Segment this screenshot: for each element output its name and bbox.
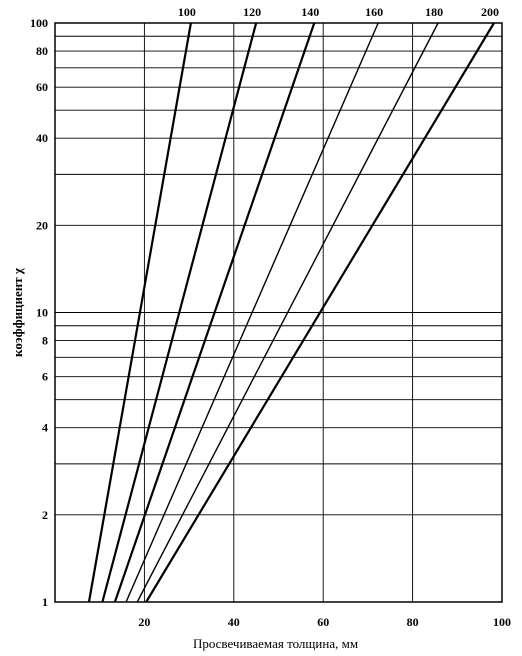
- series-lines: [87, 22, 495, 603]
- series-line-180: [136, 22, 439, 603]
- series-label-180: 180: [425, 5, 443, 19]
- series-line-100: [87, 22, 192, 603]
- series-line-140: [113, 22, 316, 603]
- y-tick-label: 4: [42, 421, 48, 435]
- y-tick-label: 20: [36, 218, 48, 232]
- series-labels: 100 120 140 160 180 200: [178, 5, 499, 19]
- series-label-160: 160: [365, 5, 383, 19]
- y-tick-label: 80: [36, 44, 48, 58]
- series-label-100: 100: [178, 5, 196, 19]
- plot-frame: [54, 22, 503, 603]
- y-tick-label: 2: [42, 508, 48, 522]
- y-tick-label: 8: [42, 334, 48, 348]
- series-label-120: 120: [243, 5, 261, 19]
- x-tick-label: 100: [493, 615, 511, 629]
- x-tick-label: 60: [317, 615, 329, 629]
- y-tick-label: 40: [36, 131, 48, 145]
- x-tick-labels: 20 40 60 80 100: [138, 615, 511, 629]
- x-tick-label: 20: [138, 615, 150, 629]
- y-tick-label: 1: [42, 595, 48, 609]
- x-tick-label: 80: [407, 615, 419, 629]
- y-tick-label: 6: [42, 370, 48, 384]
- series-label-140: 140: [301, 5, 319, 19]
- series-line-160: [125, 22, 379, 603]
- y-tick-label: 60: [36, 80, 48, 94]
- y-tick-labels: 1 2 4 6 8 10 20 40 60 80 100: [30, 16, 48, 609]
- y-tick-label: 100: [30, 16, 48, 30]
- x-axis-title: Просвечиваемая толщина, мм: [193, 636, 358, 651]
- x-tick-label: 40: [228, 615, 240, 629]
- y-axis-title: коэффициент χ: [10, 267, 25, 357]
- series-line-200: [145, 22, 495, 603]
- series-line-120: [101, 22, 258, 603]
- y-tick-label: 10: [36, 306, 48, 320]
- series-label-200: 200: [481, 5, 499, 19]
- grid: [55, 22, 502, 603]
